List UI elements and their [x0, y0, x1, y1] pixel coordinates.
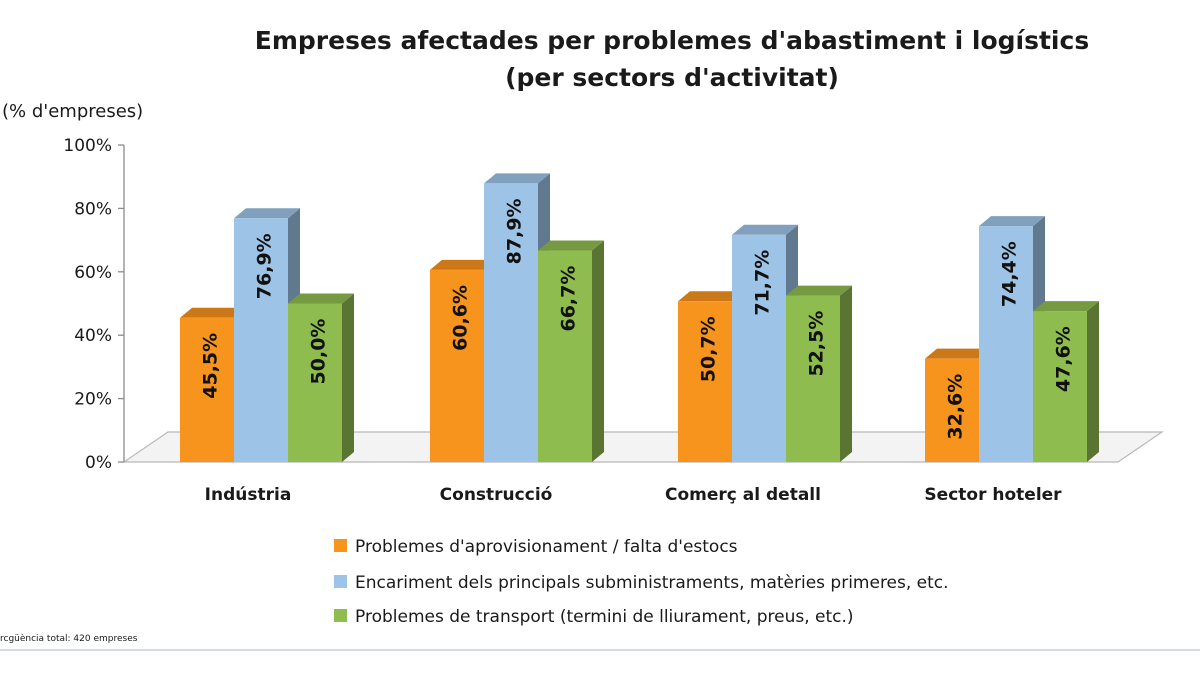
bar-top: [979, 216, 1045, 227]
bar: [288, 293, 354, 462]
legend-label: Problemes de transport (termini de lliur…: [355, 607, 854, 627]
bar-value-label: 76,9%: [254, 233, 276, 299]
bar-front: [925, 358, 979, 462]
bar-top: [484, 173, 550, 184]
bar-top: [1033, 301, 1099, 312]
chart-title: Empreses afectades per problemes d'abast…: [255, 26, 1089, 92]
x-category-label: Indústria: [205, 485, 292, 505]
bar-front: [1033, 311, 1087, 462]
y-tick-label: 0%: [85, 453, 112, 473]
bar-value-label: 52,5%: [806, 311, 828, 377]
bar-top: [786, 285, 852, 296]
y-tick-label: 100%: [63, 136, 112, 156]
legend-swatch: [334, 609, 347, 622]
bar-front: [288, 303, 342, 462]
bar-front: [234, 218, 288, 462]
bar-front: [538, 250, 592, 462]
bar-top: [288, 293, 354, 304]
bar-value-label: 50,7%: [698, 316, 720, 382]
bars: 45,5% 76,9% 50,0% 60,6% 87,9% 66,7% 50,7% 71,7%…: [180, 173, 1099, 462]
bar-top: [180, 307, 246, 318]
legend: Problemes d'aprovisionament / falta d'es…: [334, 537, 949, 627]
legend-swatch: [334, 539, 347, 552]
bar-front: [732, 234, 786, 462]
y-axis: 0% 20% 40% 60% 80% 100%: [63, 136, 125, 473]
x-category-label: Sector hoteler: [924, 485, 1062, 505]
bar-top: [430, 259, 496, 270]
bar-value-label: 71,7%: [752, 250, 774, 316]
chart-title-line-1: Empreses afectades per problemes d'abast…: [255, 26, 1089, 55]
legend-label: Problemes d'aprovisionament / falta d'es…: [355, 537, 738, 557]
bar-top: [538, 240, 604, 251]
legend-item: Problemes d'aprovisionament / falta d'es…: [334, 537, 738, 557]
y-axis-unit-label: (% d'empreses): [2, 101, 143, 122]
source-note: rcgüència total: 420 empreses: [0, 633, 138, 644]
y-tick-label: 20%: [74, 390, 112, 410]
bar-front: [786, 295, 840, 462]
bar-front: [678, 301, 732, 462]
bar-front: [430, 269, 484, 462]
y-tick-label: 80%: [74, 199, 112, 219]
bar-value-label: 87,9%: [504, 198, 526, 264]
bar-side: [342, 293, 354, 462]
bar-front: [180, 317, 234, 462]
chart-title-line-2: (per sectors d'activitat): [505, 63, 839, 92]
bar-value-label: 74,4%: [999, 241, 1021, 307]
legend-swatch: [334, 575, 347, 588]
legend-item: Encariment dels principals subministrame…: [334, 573, 949, 593]
bar-front: [979, 226, 1033, 462]
bar-value-label: 66,7%: [558, 266, 580, 332]
legend-item: Problemes de transport (termini de lliur…: [334, 607, 854, 627]
x-category-label: Comerç al detall: [665, 485, 821, 505]
legend-label: Encariment dels principals subministrame…: [355, 573, 949, 593]
bar: [1033, 301, 1099, 462]
x-category-label: Construcció: [440, 485, 553, 505]
bar-top: [925, 348, 991, 359]
bar-top: [732, 224, 798, 235]
bar-top: [234, 208, 300, 219]
bar-value-label: 60,6%: [450, 285, 472, 351]
bar-side: [1087, 301, 1099, 462]
y-tick-label: 40%: [74, 326, 112, 346]
bar: [786, 285, 852, 462]
bar-side: [592, 240, 604, 462]
x-axis-categories: Indústria Construcció Comerç al detall Sect…: [205, 485, 1063, 505]
y-tick-label: 60%: [74, 263, 112, 283]
bar-value-label: 47,6%: [1053, 326, 1075, 392]
bar-value-label: 45,5%: [200, 333, 222, 399]
bar-value-label: 32,6%: [945, 374, 967, 440]
bar-value-label: 50,0%: [308, 319, 330, 385]
bar-front: [484, 183, 538, 462]
bar-top: [678, 291, 744, 302]
bar: [538, 240, 604, 462]
bar-side: [840, 285, 852, 462]
